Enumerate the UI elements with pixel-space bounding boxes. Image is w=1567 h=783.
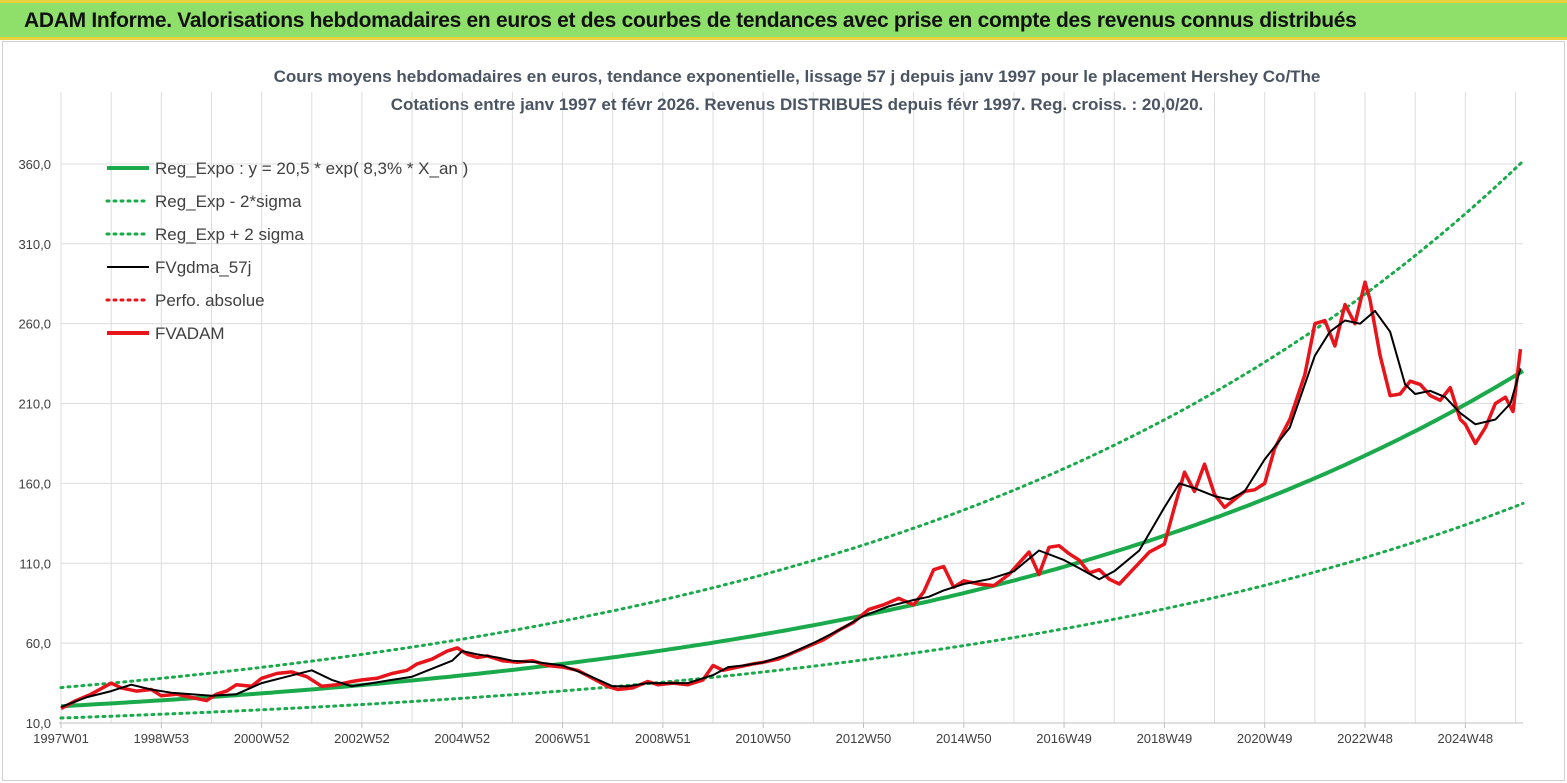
x-tick-label: 2024W48	[1437, 731, 1493, 746]
x-tick-label: 2010W50	[735, 731, 791, 746]
legend-label: FVgdma_57j	[155, 258, 251, 277]
y-tick-label: 110,0	[19, 556, 51, 571]
y-tick-label: 360,0	[18, 157, 51, 172]
x-tick-label: 1997W01	[33, 731, 89, 746]
x-tick-label: 2000W52	[234, 731, 290, 746]
x-tick-label: 2012W50	[836, 731, 892, 746]
x-tick-label: 2020W49	[1237, 731, 1293, 746]
series-reg-expo-line	[60, 369, 1525, 709]
y-tick-label: 60,0	[26, 636, 51, 651]
chart-area: 10,0 60,0 110,0 160,0 210,0 260,0 310,0 360,0 1…	[2, 41, 1565, 781]
x-tick-labels: 1997W01 1998W53 2000W52 2002W52 2004W52 2006W…	[33, 731, 1493, 746]
legend-label: Reg_Expo : y = 20,5 * exp( 8,3% * X_an )	[155, 159, 468, 178]
legend-label: Reg_Exp - 2*sigma	[155, 192, 302, 211]
x-tick-label: 2018W49	[1137, 731, 1193, 746]
x-tick-label: 2022W48	[1337, 731, 1393, 746]
x-tick-label: 2006W51	[535, 731, 591, 746]
grid	[60, 92, 1523, 728]
y-tick-label: 260,0	[18, 317, 51, 332]
x-tick-label: 1998W53	[133, 731, 189, 746]
y-tick-label: 210,0	[18, 397, 51, 412]
x-tick-label: 2002W52	[334, 731, 390, 746]
y-tick-label: 310,0	[18, 237, 51, 252]
x-tick-label: 2008W51	[635, 731, 691, 746]
series-fvadam-line	[60, 280, 1523, 711]
chart-title: Cours moyens hebdomadaires en euros, ten…	[274, 67, 1321, 114]
series-reg-exp-minus-2sigma-line	[59, 501, 1525, 720]
y-tick-label: 10,0	[26, 716, 51, 731]
series-reg-exp-plus-2sigma-line	[59, 159, 1525, 690]
series-fvgdma-57j-line	[60, 309, 1522, 708]
y-tick-label: 160,0	[18, 476, 51, 491]
report-banner: ADAM Informe. Valorisations hebdomadaire…	[0, 0, 1567, 40]
legend-label: Reg_Exp + 2 sigma	[155, 225, 304, 244]
series	[59, 159, 1525, 720]
legend-label: FVADAM	[155, 324, 225, 343]
x-tick-label: 2016W49	[1036, 731, 1092, 746]
legend-label: Perfo. absolue	[155, 291, 265, 310]
chart-title-line-2: Cotations entre janv 1997 et févr 2026. …	[391, 95, 1204, 114]
legend: Reg_Expo : y = 20,5 * exp( 8,3% * X_an )…	[105, 159, 468, 343]
x-tick-label: 2004W52	[434, 731, 490, 746]
chart-svg: 10,0 60,0 110,0 160,0 210,0 260,0 310,0 360,0 1…	[18, 67, 1525, 746]
y-tick-labels: 10,0 60,0 110,0 160,0 210,0 260,0 310,0 360,0	[18, 157, 51, 731]
x-tick-label: 2014W50	[936, 731, 992, 746]
report-title: ADAM Informe. Valorisations hebdomadaire…	[24, 9, 1357, 32]
chart-title-line-1: Cours moyens hebdomadaires en euros, ten…	[274, 67, 1321, 86]
